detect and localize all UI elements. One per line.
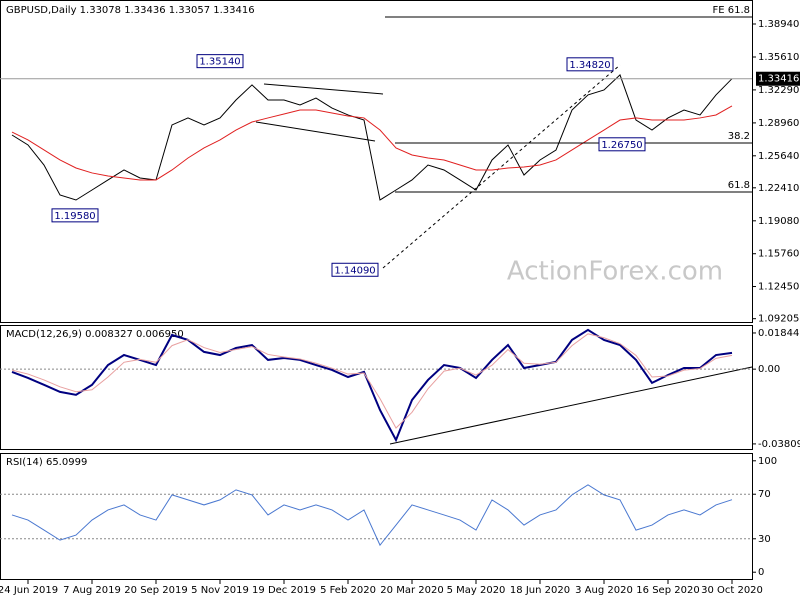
channel-line [263, 83, 384, 95]
x-tick-label: 7 Aug 2019 [63, 585, 121, 596]
y-tick-label: 0.00 [758, 364, 780, 375]
series-line [11, 105, 733, 181]
price-annotation: 1.14090 [334, 265, 375, 276]
x-tick-label: 20 Mar 2020 [380, 585, 443, 596]
x-tick-label: 5 Feb 2020 [320, 585, 376, 596]
price-annotation-box [566, 57, 614, 72]
x-tick-label: 16 Sep 2020 [636, 585, 699, 596]
fib-label: 38.2 [728, 131, 750, 142]
fib-label: 61.8 [728, 180, 750, 191]
y-tick-label: 1.09205 [758, 314, 799, 325]
macd-title: MACD(12,26,9) 0.008327 0.006950 [6, 329, 184, 340]
y-tick-label: 0 [758, 567, 764, 578]
y-tick-label: 30 [758, 534, 771, 545]
x-tick-label: 5 Nov 2019 [191, 585, 249, 596]
price-annotation-box [331, 262, 379, 277]
y-tick-label: 1.15760 [758, 249, 799, 260]
fib-label: FE 61.8 [712, 5, 750, 16]
x-tick-label: 3 Aug 2020 [575, 585, 633, 596]
y-tick-label: 0.018442 [758, 328, 800, 339]
x-tick-label: 30 Oct 2020 [701, 585, 763, 596]
trend-line [382, 64, 621, 269]
price-annotation: 1.35140 [199, 57, 240, 68]
price-annotation-box [51, 208, 99, 223]
watermark: ActionForex.com [507, 257, 723, 287]
y-tick-label: 70 [758, 489, 771, 500]
y-tick-label: 100 [758, 456, 777, 467]
x-tick-label: 19 Dec 2019 [252, 585, 316, 596]
y-tick-label: 1.38940 [758, 19, 799, 30]
series-line [11, 74, 733, 201]
macd-trend-line [389, 366, 753, 445]
y-tick-label: -0.038095 [758, 439, 800, 450]
channel-line [255, 121, 376, 142]
y-tick-label: 1.12450 [758, 282, 799, 293]
y-tick-label: 1.19080 [758, 216, 799, 227]
price-annotation: 1.19580 [54, 211, 95, 222]
x-tick-label: 20 Sep 2019 [124, 585, 187, 596]
last-price-label: 1.33416 [758, 74, 799, 85]
macd-panel [0, 325, 753, 450]
rsi-title: RSI(14) 65.0999 [6, 457, 87, 468]
rsi-panel [0, 453, 753, 580]
series-line [11, 484, 733, 547]
y-tick-label: 1.28960 [758, 118, 799, 129]
last-price-box [756, 71, 800, 86]
price-annotation: 1.34820 [569, 60, 610, 71]
y-tick-label: 1.35610 [758, 52, 799, 63]
x-tick-label: 18 Jun 2020 [510, 585, 570, 596]
price-annotation-box [196, 54, 244, 69]
series-line [11, 333, 733, 429]
y-tick-label: 1.32290 [758, 85, 799, 96]
price-annotation-box [598, 137, 646, 152]
x-tick-label: 5 May 2020 [447, 585, 506, 596]
price-title: GBPUSD,Daily 1.33078 1.33436 1.33057 1.3… [6, 5, 255, 16]
series-line [11, 328, 733, 443]
x-tick-label: 24 Jun 2019 [0, 585, 58, 596]
price-panel [0, 0, 753, 323]
y-tick-label: 1.25640 [758, 151, 799, 162]
y-tick-label: 1.22410 [758, 183, 799, 194]
price-annotation: 1.26750 [601, 140, 642, 151]
